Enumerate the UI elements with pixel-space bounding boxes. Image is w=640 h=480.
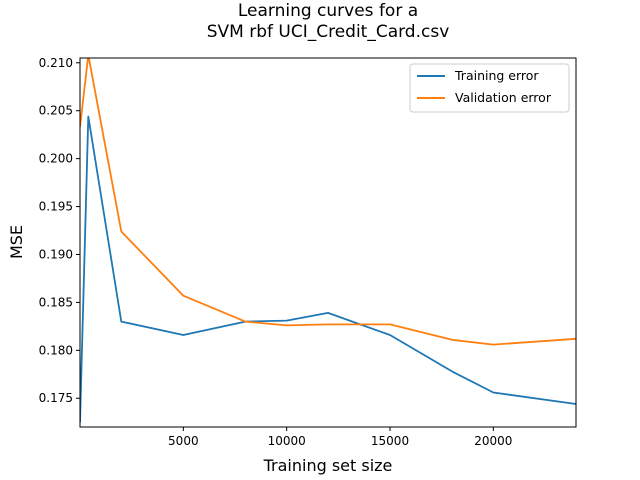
x-tick-label: 5000 [168, 434, 199, 448]
series-line-validation-error [80, 58, 576, 346]
x-axis-label: Training set size [263, 456, 393, 475]
plot-frame [79, 57, 577, 428]
legend: Training error Validation error [409, 63, 570, 113]
y-tick-label: 0.190 [39, 247, 73, 261]
legend-box [409, 63, 570, 113]
x-tick-label: 20000 [474, 434, 512, 448]
y-axis: 0.175 0.180 0.185 0.190 0.195 0.200 0.205 0.210 [39, 56, 80, 405]
y-tick-label: 0.200 [39, 152, 73, 166]
chart-title-line-1: Learning curves for a [238, 1, 418, 21]
series-layer [80, 58, 576, 423]
y-tick-label: 0.180 [39, 343, 73, 357]
legend-label-training-error: Training error [454, 68, 539, 83]
x-tick-label: 10000 [268, 434, 306, 448]
y-tick-label: 0.175 [39, 391, 73, 405]
x-tick-label: 15000 [371, 434, 409, 448]
series-line-training-error [80, 115, 576, 423]
y-tick-label: 0.210 [39, 56, 73, 70]
legend-label-validation-error: Validation error [455, 90, 552, 105]
y-tick-label: 0.205 [39, 104, 73, 118]
y-tick-label: 0.185 [39, 295, 73, 309]
plot-area: 5000 10000 15000 20000 0.175 0.180 0.185 0.190… [39, 56, 577, 448]
y-tick-label: 0.195 [39, 200, 73, 214]
y-axis-label: MSE [7, 225, 26, 259]
x-axis: 5000 10000 15000 20000 [168, 427, 512, 448]
chart-title-line-2: SVM rbf UCI_Credit_Card.csv [207, 22, 450, 42]
